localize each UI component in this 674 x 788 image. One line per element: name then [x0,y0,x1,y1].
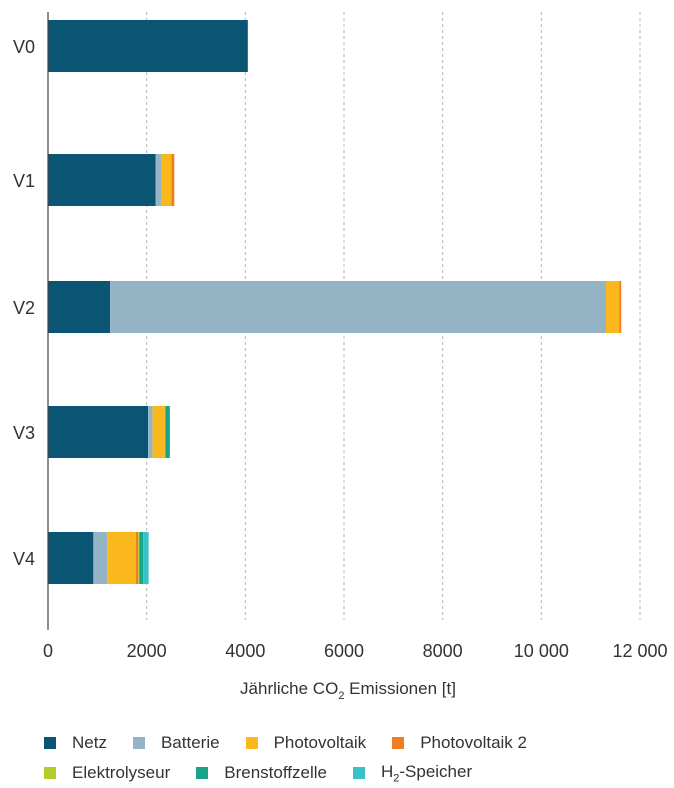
legend-item: Batterie [132,733,220,753]
bar-V1-photovoltaik-2 [171,154,175,206]
y-tick-label-V1: V1 [13,171,35,191]
bar-V1-batterie [155,154,161,206]
x-tick-label-2000: 2000 [127,641,167,661]
x-tick-label-12000: 12 000 [612,641,667,661]
y-tick-label-V4: V4 [13,549,35,569]
x-tick-label-4000: 4000 [225,641,265,661]
legend-swatch [352,766,365,779]
legend-item: Photovoltaik 2 [392,733,527,753]
bar-V4-elektrolyseur [138,532,140,584]
bar-V2-photovoltaik-2 [619,281,622,333]
bar-V3-batterie [148,406,153,458]
bar-V3-netz [48,406,149,458]
bar-V3-photovoltaik-2 [164,406,166,458]
legend-swatch [44,737,56,749]
legend: Netz Batterie Photovoltaik Photovoltaik 2 El… [44,728,664,788]
legend-item: Photovoltaik [245,733,367,753]
bar-V4-photovoltaik [107,532,136,584]
bar-V3-photovoltaik [152,406,165,458]
y-tick-label-V3: V3 [13,423,35,443]
legend-swatch [392,737,405,749]
bar-V2-batterie [110,281,606,333]
legend-label: Netz [72,733,107,752]
bar-V1-netz [48,154,156,206]
legend-label: Photovoltaik [273,733,367,752]
bar-V0-netz [48,20,248,72]
legend-row: Elektrolyseur Brenstoffzelle H2-Speicher [44,758,664,788]
bar-V2-netz [48,281,111,333]
legend-swatch [44,767,56,779]
x-axis-label-tail: Emissionen [t] [344,679,456,698]
bar-V2-photovoltaik [605,281,620,333]
y-tick-label-V0: V0 [13,37,35,57]
grid-lines [146,12,641,620]
legend-swatch [245,737,258,749]
legend-item: H2-Speicher [352,761,473,785]
x-tick-label-10000: 10 000 [514,641,569,661]
legend-item: Brenstoffzelle [196,763,327,783]
y-tick-labels: V0 V1 V2 V3 V4 [13,37,35,569]
bar-V4-batterie [93,532,108,584]
legend-label: Photovoltaik 2 [420,733,527,752]
bar-V4-netz [48,532,94,584]
bar-V4-photovoltaik-2 [135,532,139,584]
y-tick-label-V2: V2 [13,298,35,318]
legend-item: Netz [44,733,107,753]
legend-label: Batterie [160,733,220,752]
legend-row: Netz Batterie Photovoltaik Photovoltaik 2 [44,728,664,758]
legend-label: Brenstoffzelle [224,763,327,782]
legend-swatch [196,767,209,779]
bar-V4-brenstoffzelle [139,532,144,584]
bar-chart: V0 V1 V2 V3 V4 0 2000 4000 6000 8000 10 000 12 000… [13,12,668,702]
x-tick-label-0: 0 [43,641,53,661]
x-tick-labels: 0 2000 4000 6000 8000 10 000 12 000 [43,641,668,661]
legend-swatch [132,737,145,749]
bar-V4-h2-speicher [143,532,149,584]
bar-V3-brenstoffzelle [165,406,170,458]
legend-item: Elektrolyseur [44,763,170,783]
bars [48,20,622,584]
x-tick-label-8000: 8000 [423,641,463,661]
legend-label: H2-Speicher [380,761,473,785]
x-tick-label-6000: 6000 [324,641,364,661]
x-axis-label-main: Jährliche CO [240,679,338,698]
x-axis-label-sub: 2 [338,690,344,702]
x-axis-label: Jährliche CO2 Emissionen [t] [240,679,456,702]
bar-V1-photovoltaik [160,154,172,206]
legend-label: Elektrolyseur [72,763,171,782]
